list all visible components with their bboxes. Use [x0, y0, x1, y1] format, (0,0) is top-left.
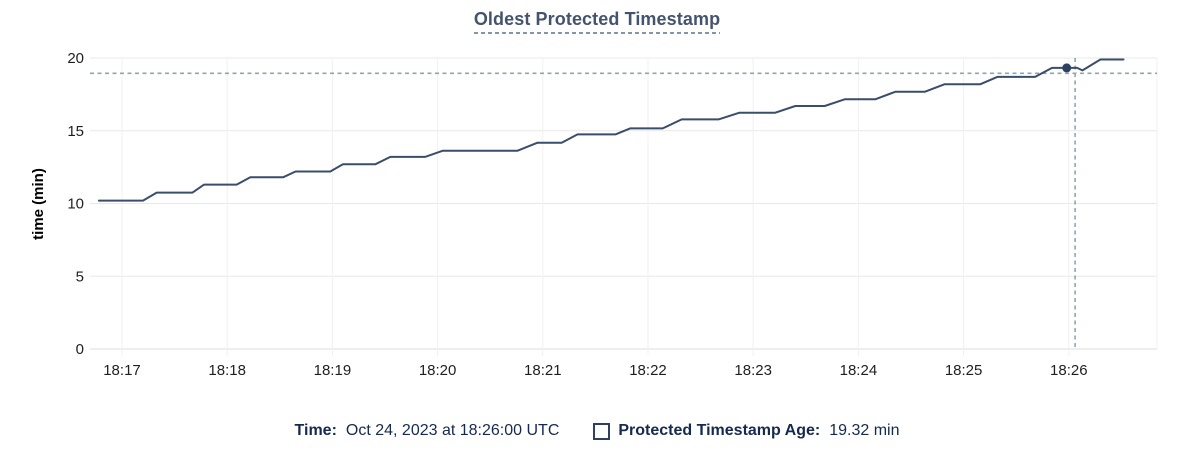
hover-data-point [1062, 63, 1072, 73]
x-tick-label: 18:26 [1050, 362, 1088, 379]
line-chart[interactable]: 0 5 10 15 20 18:17 18:18 18:19 18:20 18:21 18:22 18… [0, 0, 1194, 410]
x-tick-label: 18:25 [945, 362, 983, 379]
x-tick-label: 18:19 [314, 362, 352, 379]
chart-area: 0 5 10 15 20 18:17 18:18 18:19 18:20 18:21 18:22 18… [0, 0, 1194, 410]
time-value: Oct 24, 2023 at 18:26:00 UTC [345, 422, 560, 439]
x-tick-label: 18:20 [419, 362, 457, 379]
chart-title[interactable]: Oldest Protected Timestamp [473, 9, 721, 34]
x-tick-label: 18:23 [734, 362, 772, 379]
legend-item-protected-timestamp-age[interactable]: Protected Timestamp Age: 19.32 min [593, 422, 899, 440]
y-tick-label: 15 [67, 123, 84, 140]
hover-time-readout: Time: Oct 24, 2023 at 18:26:00 UTC [295, 422, 560, 440]
y-axis-title: time (min) [30, 168, 47, 240]
series-value: 19.32 min [829, 422, 900, 439]
x-tick-label: 18:22 [629, 362, 667, 379]
x-tick-label: 18:18 [208, 362, 246, 379]
series-label: Protected Timestamp Age: [618, 422, 821, 439]
y-tick-label: 5 [76, 268, 84, 285]
series-line-protected-timestamp-age [97, 58, 1125, 202]
x-tick-label: 18:17 [103, 362, 141, 379]
x-tick-label: 18:24 [840, 362, 878, 379]
y-tick-label: 20 [67, 50, 84, 67]
chart-header: Oldest Protected Timestamp [0, 9, 1194, 34]
x-tick-label: 18:21 [524, 362, 562, 379]
y-tick-label: 10 [67, 196, 84, 213]
chart-footer: Time: Oct 24, 2023 at 18:26:00 UTC Prote… [0, 422, 1194, 440]
series-toggle-checkbox[interactable] [593, 422, 611, 440]
y-tick-label: 0 [76, 341, 84, 358]
time-label: Time: [294, 422, 337, 439]
